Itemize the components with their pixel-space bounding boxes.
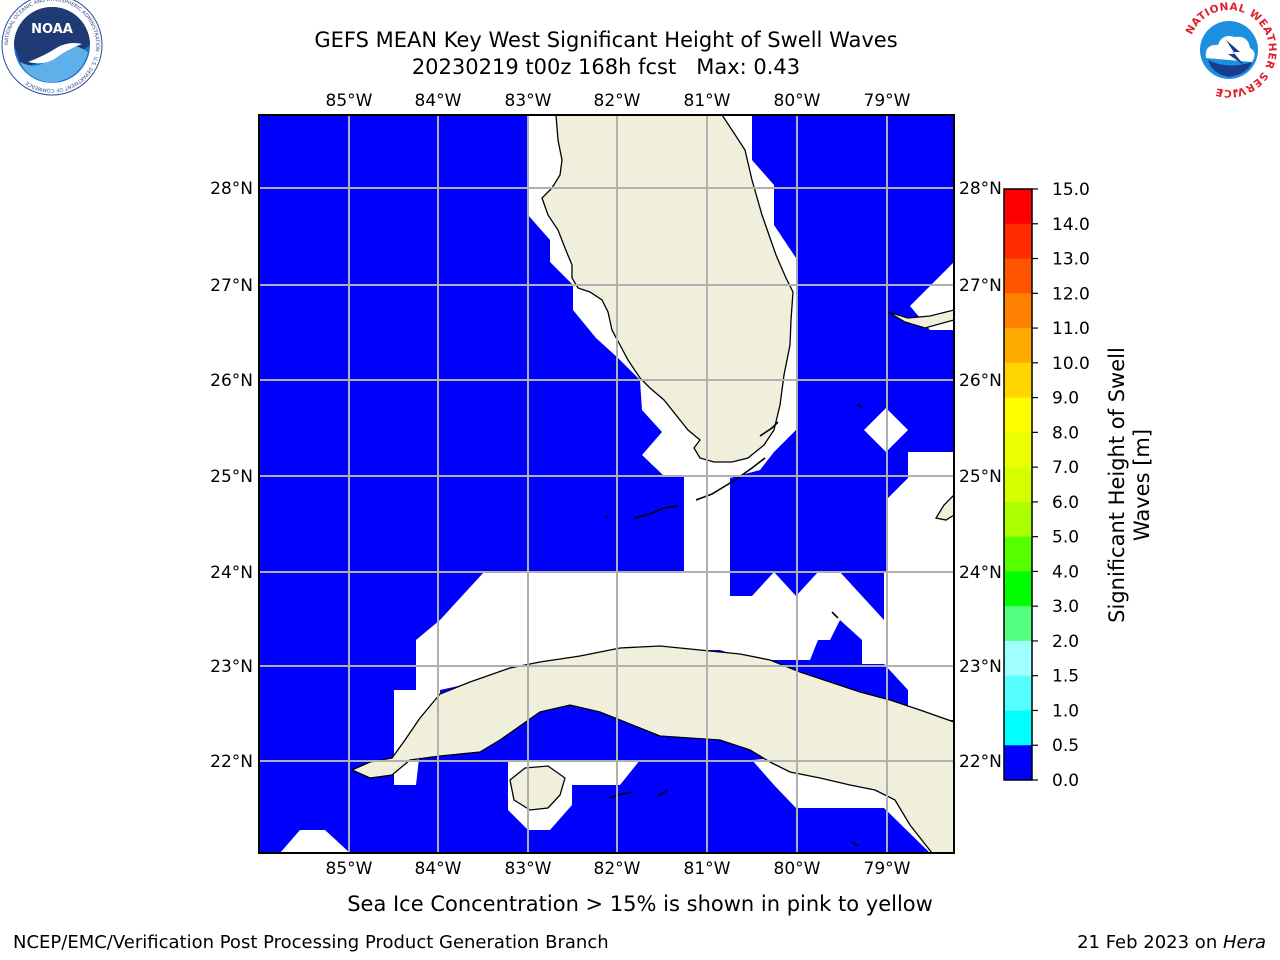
colorbar-tick-label: 0.5	[1052, 736, 1079, 756]
bahamas-andros	[934, 494, 954, 521]
lon-tick-label: 83°W	[505, 91, 552, 111]
noaa-logo: NATIONAL OCEANIC AND ATMOSPHERIC ADMINIS…	[1, 0, 103, 96]
colorbar-tick-label: 1.0	[1052, 701, 1079, 721]
land	[350, 115, 954, 853]
colorbar-tick-label: 5.0	[1052, 528, 1079, 548]
colorbar-segment	[1004, 328, 1032, 364]
cuba	[350, 645, 954, 853]
colorbar-segment	[1004, 571, 1032, 607]
lat-tick-label: 25°N	[210, 467, 253, 487]
lat-tick-label: 23°N	[210, 657, 253, 677]
colorbar-segment	[1004, 536, 1032, 572]
colorbar-segment	[1004, 710, 1032, 746]
lon-tick-label: 84°W	[415, 859, 462, 879]
colorbar-segment	[1004, 189, 1032, 225]
colorbar-segment	[1004, 258, 1032, 294]
colorbar-tick-label: 0.0	[1052, 771, 1079, 791]
sea-ice-caption: Sea Ice Concentration > 15% is shown in …	[347, 892, 933, 916]
colorbar-tick-label: 2.0	[1052, 632, 1079, 652]
lat-tick-label: 28°N	[210, 179, 253, 199]
colorbar-tick-label: 10.0	[1052, 354, 1090, 374]
lon-tick-label: 80°W	[774, 91, 821, 111]
chart-title-line2: 20230219 t00z 168h fcst Max: 0.43	[411, 55, 801, 79]
lon-labels-top: 85°W 84°W 83°W 82°W 81°W 80°W 79°W	[326, 91, 911, 111]
colorbar-tick-label: 11.0	[1052, 319, 1090, 339]
colorbar-segment	[1004, 432, 1032, 468]
colorbar-tick-label: 9.0	[1052, 389, 1079, 409]
colorbar-tick-label: 13.0	[1052, 250, 1090, 270]
lon-tick-label: 80°W	[774, 859, 821, 879]
lon-tick-label: 79°W	[864, 859, 911, 879]
colorbar-segment	[1004, 606, 1032, 642]
colorbar-segment	[1004, 467, 1032, 503]
colorbar-tick-label: 14.0	[1052, 215, 1090, 235]
colorbar-segment	[1004, 362, 1032, 399]
colorbar-tick-label: 7.0	[1052, 458, 1079, 478]
lon-tick-label: 81°W	[684, 859, 731, 879]
lat-tick-label: 22°N	[959, 752, 1002, 772]
colorbar-tick-label: 8.0	[1052, 423, 1079, 443]
lon-labels-bottom: 85°W 84°W 83°W 82°W 81°W 80°W 79°W	[326, 859, 911, 879]
lon-tick-label: 83°W	[505, 859, 552, 879]
colorbar-tick-label: 1.5	[1052, 667, 1079, 687]
lat-tick-label: 27°N	[210, 276, 253, 296]
lat-tick-label: 26°N	[959, 371, 1002, 391]
lat-tick-label: 28°N	[959, 179, 1002, 199]
lat-tick-label: 24°N	[210, 563, 253, 583]
colorbar-tick-label: 15.0	[1052, 180, 1090, 200]
nws-logo: NATIONAL WEATHER SERVICE ★ ★	[1181, 1, 1278, 99]
colorbar-tick-label: 3.0	[1052, 597, 1079, 617]
colorbar-segment	[1004, 293, 1032, 329]
gridlines	[259, 115, 954, 853]
footer-machine-name: Hera	[1222, 932, 1266, 953]
lat-tick-label: 26°N	[210, 371, 253, 391]
footer-credit: NCEP/EMC/Verification Post Processing Pr…	[13, 932, 609, 953]
svg-text:★: ★	[1218, 87, 1224, 95]
lon-tick-label: 79°W	[864, 91, 911, 111]
isla-de-la-juventud	[509, 765, 566, 811]
colorbar-tick-label: 4.0	[1052, 562, 1079, 582]
lat-tick-label: 27°N	[959, 276, 1002, 296]
map-frame	[258, 114, 955, 854]
lat-tick-label: 22°N	[210, 752, 253, 772]
lon-tick-label: 82°W	[594, 859, 641, 879]
lat-labels-left: 28°N 27°N 26°N 25°N 24°N 23°N 22°N	[210, 179, 253, 772]
lat-tick-label: 24°N	[959, 563, 1002, 583]
colorbar: 15.0 14.0 13.0 12.0 11.0 10.0 9.0 8.0 7.0 6.0 5.0 4…	[1003, 180, 1090, 791]
chart-title-line1: GEFS MEAN Key West Significant Height of…	[314, 28, 898, 52]
noaa-logo-text: NOAA	[31, 22, 73, 37]
lon-tick-label: 84°W	[415, 91, 462, 111]
lon-tick-label: 85°W	[326, 91, 373, 111]
colorbar-segment	[1004, 501, 1032, 538]
lat-labels-right: 28°N 27°N 26°N 25°N 24°N 23°N 22°N	[959, 179, 1002, 772]
svg-text:★: ★	[1233, 87, 1239, 95]
colorbar-segment	[1004, 640, 1032, 677]
colorbar-segment	[1004, 675, 1032, 711]
footer-date-text: 21 Feb 2023 on	[1077, 932, 1223, 953]
footer-date: 21 Feb 2023 on Hera	[1077, 932, 1266, 954]
lat-tick-label: 23°N	[959, 657, 1002, 677]
lat-tick-label: 25°N	[959, 467, 1002, 487]
lon-tick-label: 81°W	[684, 91, 731, 111]
colorbar-label: Significant Height of Swell Waves [m]	[1105, 347, 1154, 623]
colorbar-tick-label: 12.0	[1052, 284, 1090, 304]
bahamas-grand-bahama	[887, 309, 954, 329]
lon-tick-label: 85°W	[326, 859, 373, 879]
colorbar-segment	[1004, 397, 1032, 433]
colorbar-frame	[1003, 188, 1033, 781]
florida	[541, 115, 794, 463]
colorbar-tick-label: 6.0	[1052, 493, 1079, 513]
colorbar-segment	[1004, 745, 1032, 781]
lon-tick-label: 82°W	[594, 91, 641, 111]
colorbar-segment	[1004, 223, 1032, 260]
